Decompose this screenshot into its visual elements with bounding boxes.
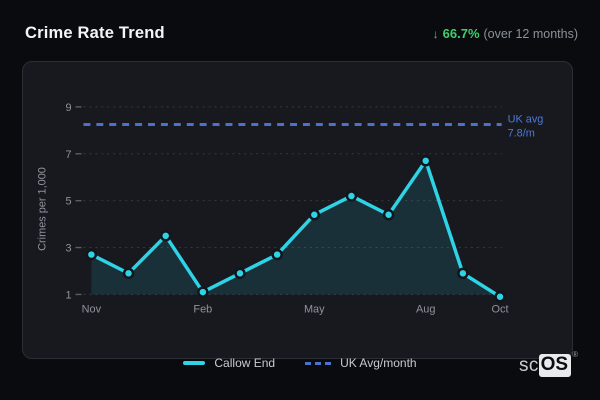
x-tick-label: Aug [416, 303, 435, 315]
series-area-fill [91, 160, 501, 297]
data-point-apr[interactable] [271, 248, 283, 261]
page-title: Crime Rate Trend [25, 24, 165, 42]
trend-indicator: ↓ 66.7% (over 12 months) [433, 26, 578, 41]
legend-label: UK Avg/month [340, 356, 417, 370]
y-tick-label: 7 [65, 149, 71, 161]
data-point-jun[interactable] [345, 190, 358, 202]
y-tick-label: 1 [65, 289, 71, 301]
crime-trend-chart: 1 3 5 7 9 Nov Feb May Aug Oct Crimes per 1,000 UK a… [37, 102, 544, 315]
legend-label: Callow End [214, 356, 276, 370]
chart-legend: Callow End UK Avg/month [0, 356, 600, 370]
chart-card: 1 3 5 7 9 Nov Feb May Aug Oct Crimes per 1,000 UK a… [22, 61, 573, 359]
dashed-line-marker-icon [305, 361, 332, 365]
solid-line-marker-icon [183, 361, 206, 365]
data-point-sep[interactable] [457, 267, 469, 280]
data-point-may[interactable] [308, 209, 320, 221]
x-tick-label: Feb [193, 303, 212, 315]
data-point-jul[interactable] [382, 209, 395, 221]
data-point-oct[interactable] [494, 291, 506, 303]
x-tick-label: May [304, 303, 325, 315]
data-point-feb[interactable] [197, 286, 209, 298]
scos-logo: sc OS ® [519, 350, 578, 377]
x-tick-label: Oct [492, 303, 509, 315]
x-tick-label: Nov [82, 303, 102, 315]
y-axis-title: Crimes per 1,000 [37, 167, 49, 251]
data-point-nov[interactable] [85, 248, 98, 261]
trend-percentage: 66.7% [442, 26, 480, 41]
data-point-mar[interactable] [234, 267, 246, 280]
logo-chip: OS [538, 354, 572, 377]
trend-caption: (over 12 months) [483, 26, 578, 41]
uk-avg-annotation-line2: 7.8/m [508, 127, 535, 139]
series-line-callow-end [89, 159, 502, 299]
data-point-dec[interactable] [122, 267, 135, 280]
data-point-jan[interactable] [159, 230, 172, 242]
registered-trademark-icon: ® [572, 350, 578, 359]
trend-down-arrow-icon: ↓ [432, 26, 439, 41]
logo-prefix: sc [519, 354, 539, 376]
legend-item-callow-end[interactable]: Callow End [183, 356, 275, 370]
page-header: Crime Rate Trend ↓ 66.7% (over 12 months… [25, 24, 578, 43]
uk-avg-annotation-line1: UK avg [508, 113, 544, 125]
legend-item-uk-avg[interactable]: UK Avg/month [305, 356, 417, 370]
y-tick-label: 3 [65, 243, 71, 255]
y-tick-label: 9 [65, 102, 71, 114]
y-tick-label: 5 [65, 196, 71, 208]
data-point-aug[interactable] [420, 155, 432, 167]
